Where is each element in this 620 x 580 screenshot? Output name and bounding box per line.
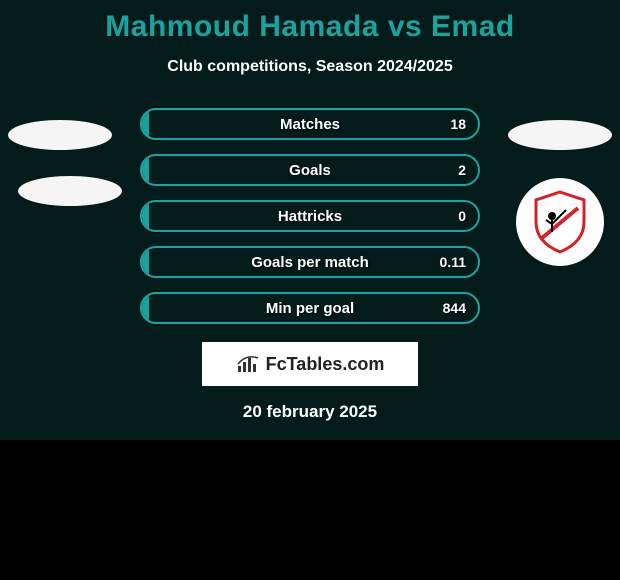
stat-row-goals-per-match: Goals per match 0.11 [140,246,480,278]
page-subtitle: Club competitions, Season 2024/2025 [0,58,620,76]
stat-fill [142,202,149,230]
stat-fill [142,156,149,184]
stat-row-goals: Goals 2 [140,154,480,186]
stat-fill [142,110,149,138]
club-left-crest-placeholder [18,176,122,206]
stat-row-min-per-goal: Min per goal 844 [140,292,480,324]
page-title: Mahmoud Hamada vs Emad [0,0,620,44]
stat-right-value: 2 [458,162,466,178]
stat-fill [142,248,149,276]
club-right-crest [516,178,604,266]
stat-row-hattricks: Hattricks 0 [140,200,480,232]
brand-link[interactable]: FcTables.com [202,342,418,386]
stat-right-value: 844 [443,300,466,316]
brand-text: FcTables.com [266,354,385,375]
stat-row-matches: Matches 18 [140,108,480,140]
stat-right-value: 0 [458,208,466,224]
stat-label: Min per goal [266,300,354,317]
stat-right-value: 18 [450,116,466,132]
stat-label: Goals per match [251,254,369,271]
player-left-avatar-placeholder [8,120,112,150]
footer-date: 20 february 2025 [0,402,620,422]
stat-right-value: 0.11 [440,254,466,270]
bar-chart-icon [236,354,262,374]
shield-icon [532,190,588,254]
stat-label: Matches [280,116,340,133]
stat-fill [142,294,149,322]
player-right-avatar-placeholder [508,120,612,150]
stat-label: Goals [289,162,331,179]
comparison-card: Mahmoud Hamada vs Emad Club competitions… [0,0,620,440]
stat-label: Hattricks [278,208,342,225]
